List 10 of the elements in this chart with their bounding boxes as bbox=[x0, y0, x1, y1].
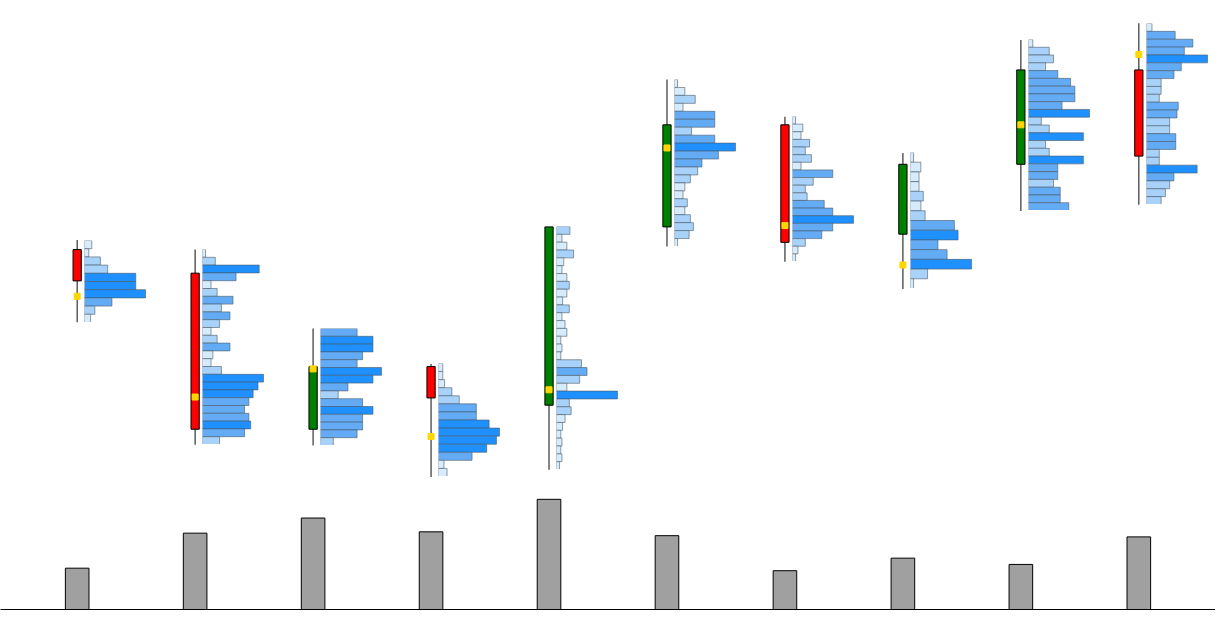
point bbox=[191, 393, 199, 401]
point bbox=[663, 144, 671, 152]
point bbox=[899, 261, 907, 269]
point bbox=[781, 222, 789, 230]
point bbox=[1135, 50, 1143, 58]
point bbox=[1017, 121, 1025, 129]
point bbox=[427, 433, 435, 441]
point bbox=[73, 292, 81, 300]
point bbox=[309, 365, 317, 373]
point bbox=[545, 386, 553, 394]
